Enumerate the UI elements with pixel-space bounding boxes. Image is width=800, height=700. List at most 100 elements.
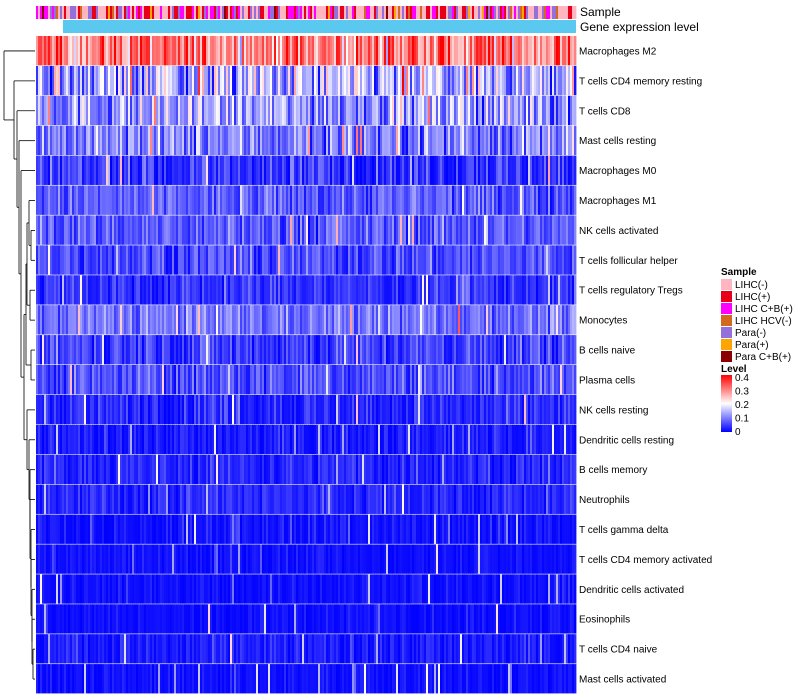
heatmap-cell bbox=[504, 394, 507, 425]
heatmap-cell bbox=[184, 215, 187, 245]
heatmap-cell bbox=[72, 335, 75, 365]
heatmap-cell bbox=[238, 454, 241, 485]
heatmap-cell bbox=[288, 36, 291, 66]
heatmap-cell bbox=[300, 454, 303, 485]
heatmap-cell bbox=[492, 155, 495, 185]
heatmap-cell bbox=[52, 514, 55, 544]
heatmap-cell bbox=[282, 155, 285, 185]
heatmap-cell bbox=[528, 454, 531, 485]
heatmap-cell bbox=[394, 125, 397, 156]
heatmap-cell bbox=[548, 365, 551, 395]
heatmap-cell bbox=[396, 514, 399, 544]
heatmap-cell bbox=[56, 215, 59, 245]
heatmap-cell bbox=[102, 185, 105, 215]
heatmap-cell bbox=[428, 365, 431, 395]
heatmap-cell bbox=[68, 185, 71, 215]
heatmap-cell bbox=[452, 305, 455, 335]
heatmap-cell bbox=[158, 454, 161, 485]
heatmap-cell bbox=[96, 185, 99, 215]
heatmap-cell bbox=[536, 245, 539, 275]
heatmap-cell bbox=[316, 65, 319, 96]
heatmap-cell bbox=[216, 125, 219, 156]
heatmap-cell bbox=[330, 125, 333, 156]
heatmap-cell bbox=[36, 454, 39, 485]
heatmap-cell bbox=[62, 514, 65, 544]
heatmap-cell bbox=[192, 484, 195, 514]
heatmap-cell bbox=[420, 95, 423, 126]
heatmap-cell bbox=[384, 215, 387, 245]
heatmap-cell bbox=[448, 305, 451, 335]
heatmap-cell bbox=[98, 335, 101, 365]
sample-annotation-cell bbox=[556, 6, 559, 19]
heatmap-cell bbox=[86, 275, 89, 305]
heatmap-cell bbox=[82, 36, 85, 66]
heatmap-cell bbox=[310, 305, 313, 335]
heatmap-cell bbox=[426, 245, 429, 275]
heatmap-cell bbox=[94, 335, 97, 365]
heatmap-cell bbox=[524, 155, 527, 185]
heatmap-cell bbox=[58, 335, 61, 365]
heatmap-cell bbox=[508, 125, 511, 156]
heatmap-cell bbox=[60, 514, 63, 544]
heatmap-cell bbox=[48, 305, 51, 335]
heatmap-cell bbox=[130, 155, 133, 185]
heatmap-cell bbox=[448, 394, 451, 425]
heatmap-cell bbox=[248, 245, 251, 275]
heatmap-cell bbox=[94, 394, 97, 425]
heatmap-cell bbox=[554, 335, 557, 365]
sample-annotation-cell bbox=[486, 6, 489, 19]
heatmap-cell bbox=[190, 335, 193, 365]
heatmap-cell bbox=[524, 215, 527, 245]
heatmap-cell bbox=[428, 245, 431, 275]
heatmap-cell bbox=[456, 215, 459, 245]
heatmap-cell bbox=[336, 36, 339, 66]
heatmap-cell bbox=[330, 245, 333, 275]
heatmap-cell bbox=[410, 484, 413, 514]
heatmap-cell bbox=[504, 454, 507, 485]
heatmap-cell bbox=[352, 394, 355, 425]
heatmap-cell bbox=[566, 95, 569, 126]
heatmap-cell bbox=[416, 36, 419, 66]
heatmap-cell bbox=[50, 95, 53, 126]
heatmap-cell bbox=[530, 245, 533, 275]
heatmap-cell bbox=[466, 245, 469, 275]
sample-annotation-cell bbox=[534, 6, 537, 19]
heatmap-cell bbox=[452, 424, 455, 455]
heatmap-cell bbox=[404, 275, 407, 305]
sample-annotation-cell bbox=[378, 6, 381, 19]
heatmap-cell bbox=[278, 65, 281, 96]
heatmap-cell bbox=[330, 215, 333, 245]
heatmap-cell bbox=[484, 514, 487, 544]
heatmap-cell bbox=[268, 394, 271, 425]
heatmap-cell bbox=[248, 95, 251, 126]
heatmap-cell bbox=[152, 305, 155, 335]
heatmap-cell bbox=[378, 275, 381, 305]
heatmap-cell bbox=[276, 155, 279, 185]
heatmap-cell bbox=[532, 514, 535, 544]
heatmap-cell bbox=[466, 394, 469, 425]
heatmap-cell bbox=[346, 335, 349, 365]
heatmap-cell bbox=[338, 125, 341, 156]
heatmap-cell bbox=[442, 514, 445, 544]
heatmap-cell bbox=[562, 305, 565, 335]
heatmap-cell bbox=[250, 155, 253, 185]
heatmap-cell bbox=[390, 36, 393, 66]
heatmap-cell bbox=[76, 125, 79, 156]
heatmap-cell bbox=[248, 454, 251, 485]
heatmap-cell bbox=[42, 514, 45, 544]
heatmap-cell bbox=[468, 215, 471, 245]
heatmap-cell bbox=[140, 305, 143, 335]
heatmap-cell bbox=[256, 275, 259, 305]
heatmap-cell bbox=[544, 185, 547, 215]
heatmap-cell bbox=[356, 424, 359, 455]
heatmap-cell bbox=[60, 65, 63, 96]
sample-annotation-cell bbox=[208, 6, 211, 19]
heatmap-cell bbox=[112, 155, 115, 185]
heatmap-cell bbox=[410, 245, 413, 275]
heatmap-cell bbox=[500, 365, 503, 395]
heatmap-cell bbox=[374, 215, 377, 245]
heatmap-cell bbox=[86, 544, 89, 574]
heatmap-cell bbox=[84, 215, 87, 245]
heatmap-cell bbox=[390, 125, 393, 156]
heatmap-cell bbox=[152, 185, 155, 215]
